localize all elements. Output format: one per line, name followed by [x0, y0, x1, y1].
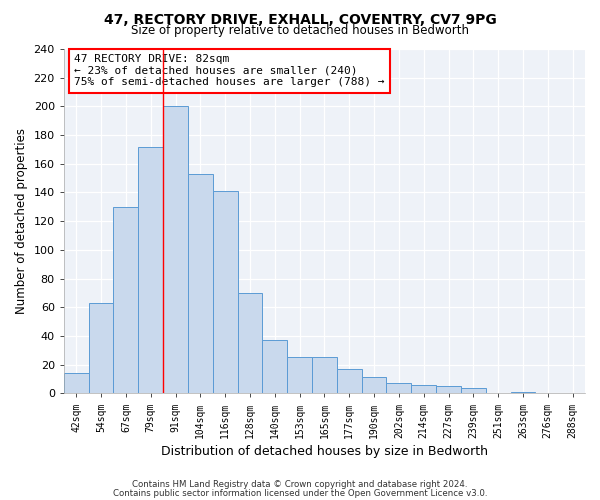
- Text: Contains public sector information licensed under the Open Government Licence v3: Contains public sector information licen…: [113, 488, 487, 498]
- Bar: [511, 392, 535, 394]
- Bar: [64, 373, 89, 394]
- Bar: [386, 383, 411, 394]
- Bar: [312, 358, 337, 394]
- Bar: [411, 384, 436, 394]
- Text: 47, RECTORY DRIVE, EXHALL, COVENTRY, CV7 9PG: 47, RECTORY DRIVE, EXHALL, COVENTRY, CV7…: [104, 12, 496, 26]
- Bar: [436, 386, 461, 394]
- Bar: [362, 378, 386, 394]
- Bar: [262, 340, 287, 394]
- Bar: [188, 174, 213, 394]
- Bar: [337, 369, 362, 394]
- Text: Size of property relative to detached houses in Bedworth: Size of property relative to detached ho…: [131, 24, 469, 37]
- Bar: [287, 358, 312, 394]
- Bar: [138, 146, 163, 394]
- Bar: [461, 388, 486, 394]
- Bar: [238, 293, 262, 394]
- Bar: [163, 106, 188, 394]
- X-axis label: Distribution of detached houses by size in Bedworth: Distribution of detached houses by size …: [161, 444, 488, 458]
- Text: Contains HM Land Registry data © Crown copyright and database right 2024.: Contains HM Land Registry data © Crown c…: [132, 480, 468, 489]
- Bar: [213, 191, 238, 394]
- Bar: [89, 303, 113, 394]
- Text: 47 RECTORY DRIVE: 82sqm
← 23% of detached houses are smaller (240)
75% of semi-d: 47 RECTORY DRIVE: 82sqm ← 23% of detache…: [74, 54, 385, 88]
- Bar: [113, 207, 138, 394]
- Y-axis label: Number of detached properties: Number of detached properties: [15, 128, 28, 314]
